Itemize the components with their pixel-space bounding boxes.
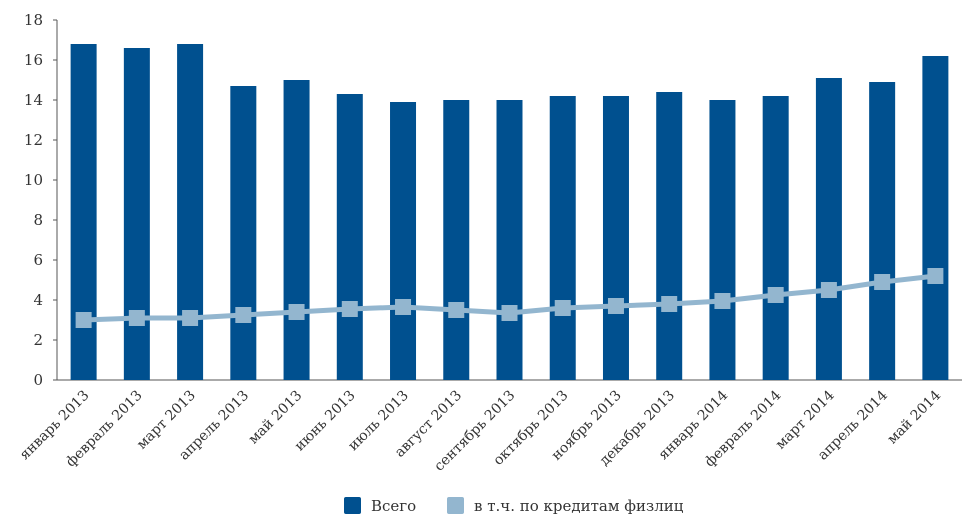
bar: [443, 100, 470, 380]
y-tick-label: 0: [33, 371, 43, 389]
legend: Всего в т.ч. по кредитам физлиц: [344, 497, 684, 515]
y-tick-label: 16: [24, 51, 43, 69]
line-point: [927, 268, 944, 284]
bar: [602, 96, 629, 380]
bar: [549, 96, 576, 380]
line-series: [75, 268, 944, 328]
line-point: [767, 287, 784, 303]
y-tick-label: 18: [24, 11, 43, 29]
y-tick-label: 14: [24, 91, 43, 109]
y-tick-label: 12: [24, 131, 43, 149]
bar-series: [70, 44, 949, 380]
bar: [283, 80, 310, 380]
bar: [496, 100, 523, 380]
line-point: [128, 310, 145, 326]
bar: [762, 96, 789, 380]
legend-swatch-line: [447, 497, 464, 514]
y-axis: 0 2 4 6 8 10 12 14 16 18: [24, 11, 962, 389]
bar: [390, 102, 417, 380]
bar: [709, 100, 736, 380]
line-point: [235, 307, 252, 323]
bar: [123, 48, 150, 380]
legend-label: Всего: [371, 497, 416, 515]
line-point: [820, 282, 837, 298]
line-point: [182, 310, 199, 326]
bar: [336, 94, 363, 380]
y-tick-label: 2: [33, 331, 43, 349]
bar: [230, 86, 257, 380]
bar: [656, 92, 683, 380]
line-point: [714, 293, 731, 309]
y-tick-label: 8: [33, 211, 43, 229]
bar: [177, 44, 204, 380]
line-point: [341, 301, 358, 317]
x-tick-label: май 2014: [884, 387, 944, 447]
line-point: [607, 298, 624, 314]
line-point: [501, 305, 518, 321]
line-point: [661, 296, 678, 312]
bar: [869, 82, 896, 380]
y-tick-label: 10: [24, 171, 43, 189]
line-point: [75, 312, 92, 328]
line-point: [448, 302, 465, 318]
line-point: [288, 304, 305, 320]
bar: [70, 44, 97, 380]
y-tick-label: 6: [33, 251, 43, 269]
bar: [815, 78, 842, 380]
bar: [922, 56, 949, 380]
line-point: [395, 299, 412, 315]
legend-swatch-bar: [344, 497, 361, 514]
legend-label: в т.ч. по кредитам физлиц: [474, 497, 684, 515]
line-point: [874, 274, 891, 290]
line-point: [554, 300, 571, 316]
y-tick-label: 4: [33, 291, 43, 309]
